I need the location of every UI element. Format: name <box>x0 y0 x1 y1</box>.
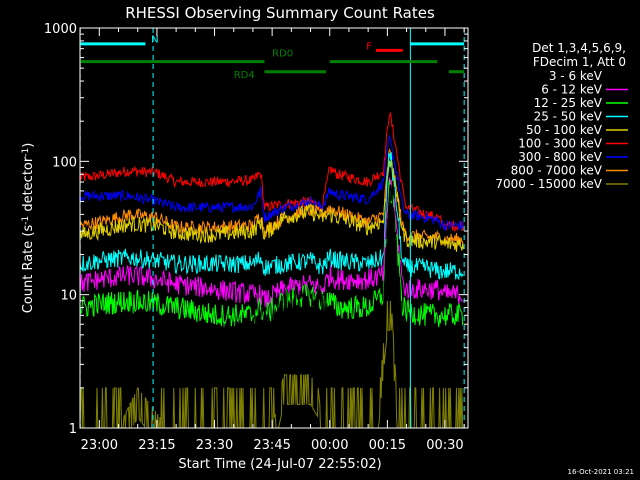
legend-label-5: 100 - 300 keV <box>518 137 602 151</box>
y-axis-label-main: Count Rate (s <box>21 225 36 314</box>
y-axis-label: Count Rate (s-1 detector-1) <box>21 143 36 314</box>
series-line-8 <box>79 300 464 429</box>
series-line-1 <box>79 135 464 231</box>
legend-label-7: 800 - 7000 keV <box>511 164 603 178</box>
series-layer <box>79 112 464 429</box>
series-line-0 <box>79 112 464 233</box>
series-line-7 <box>79 184 464 360</box>
x-tick-label-6: 00:30 <box>426 438 463 453</box>
y-axis-label-sup2: -1 <box>21 148 31 157</box>
annotation-rd4: RD4 <box>234 70 255 81</box>
series-line-4 <box>79 152 464 281</box>
plot-frame <box>79 27 469 429</box>
legend-label-3: 25 - 50 keV <box>534 110 603 124</box>
y-axis-label-end: ) <box>21 143 36 148</box>
annotation-f: F <box>366 41 372 52</box>
axes-layer: 23:00 23:15 23:30 23:45 00:00 00:15 00:30 1 10 10… <box>44 22 468 453</box>
legend-label-0: 3 - 6 keV <box>549 69 603 83</box>
x-tick-label-5: 00:15 <box>369 438 406 453</box>
y-tick-label-2: 100 <box>52 155 77 170</box>
legend-label-8: 7000 - 15000 keV <box>495 177 602 191</box>
legend-label-2: 12 - 25 keV <box>534 96 603 110</box>
chart-title: RHESSI Observing Summary Count Rates <box>125 4 435 22</box>
x-tick-label-1: 23:15 <box>138 438 175 453</box>
legend-label-1: 6 - 12 keV <box>541 83 603 97</box>
y-tick-label-0: 1 <box>69 422 77 437</box>
x-tick-label-4: 00:00 <box>311 438 348 453</box>
x-axis-label: Start Time (24-Jul-07 22:55:02) <box>178 457 381 472</box>
footer-date: 16-Oct-2021 03:21 <box>568 468 634 476</box>
legend-label-4: 50 - 100 keV <box>526 123 603 137</box>
annotation-n: N <box>151 34 158 45</box>
legend-header-line-2: FDecim 1, Att 0 <box>533 55 626 69</box>
y-tick-label-3: 1000 <box>44 22 77 37</box>
y-axis-label-sup1: -1 <box>21 216 31 225</box>
legend: Det 1,3,4,5,6,9, FDecim 1, Att 0 3 - 6 k… <box>495 41 628 191</box>
series-line-3 <box>79 159 464 252</box>
legend-label-6: 300 - 800 keV <box>518 150 602 164</box>
series-line-6 <box>79 179 464 328</box>
x-tick-label-3: 23:45 <box>253 438 290 453</box>
y-tick-label-1: 10 <box>60 289 77 304</box>
legend-header-line-1: Det 1,3,4,5,6,9, <box>532 41 626 55</box>
annotation-rd0: RD0 <box>272 49 293 60</box>
x-tick-label-2: 23:30 <box>196 438 233 453</box>
y-axis-label-mid: detector <box>21 156 36 216</box>
x-tick-label-0: 23:00 <box>81 438 118 453</box>
